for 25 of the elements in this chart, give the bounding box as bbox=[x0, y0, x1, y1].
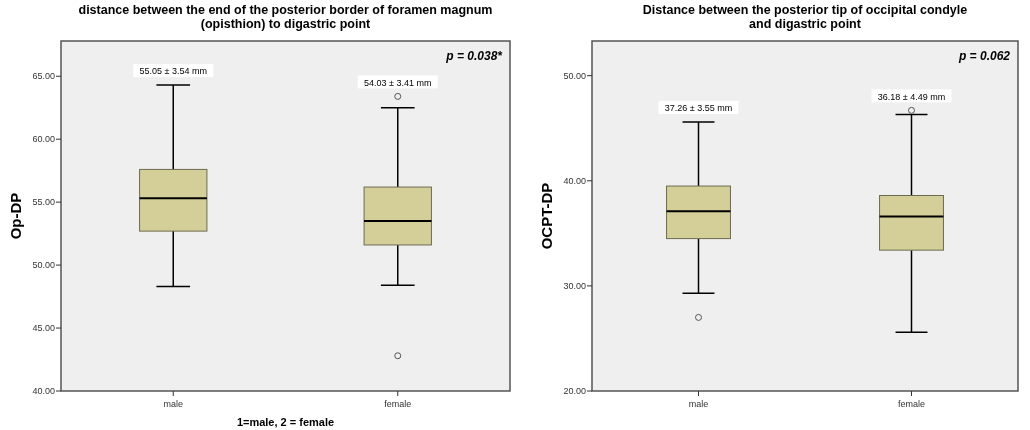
x-tick-label: female bbox=[384, 399, 412, 409]
y-tick-label: 50.00 bbox=[563, 70, 586, 81]
y-tick-label: 40.00 bbox=[563, 175, 586, 186]
chart-title: Distance between the posterior tip of occipital condyle and digastric point bbox=[642, 3, 968, 31]
annotation: 36.18 ± 4.49 mm bbox=[877, 91, 946, 102]
x-tick-label: male bbox=[688, 399, 709, 409]
x-axis-title: 1=male, 2 = female bbox=[236, 416, 335, 428]
x-tick-label: female bbox=[897, 399, 926, 409]
chart-title: distance between the end of the posterior border of foramen magnum (opisthion) to digastric point bbox=[78, 3, 493, 31]
y-axis-title: OCPT-DP bbox=[538, 182, 555, 250]
y-tick-label: 20.00 bbox=[563, 386, 586, 397]
annotation: 37.26 ± 3.55 mm bbox=[664, 103, 733, 114]
y-tick-label: 65.00 bbox=[32, 71, 55, 82]
annotation: 55.05 ± 3.54 mm bbox=[139, 66, 207, 77]
annotation: 54.03 ± 3.41 mm bbox=[364, 77, 432, 88]
y-tick-label: 40.00 bbox=[32, 386, 55, 397]
y-tick-label: 30.00 bbox=[563, 281, 586, 292]
x-tick-label: male bbox=[163, 399, 184, 409]
y-tick-label: 55.00 bbox=[32, 197, 55, 208]
y-tick-label: 60.00 bbox=[32, 134, 55, 145]
y-tick-label: 45.00 bbox=[32, 323, 55, 334]
y-tick-label: 50.00 bbox=[32, 260, 55, 271]
annotation: p = 0.038* bbox=[445, 49, 504, 63]
annotation: p = 0.062 bbox=[957, 49, 1011, 63]
y-axis-title: Op-DP bbox=[7, 192, 24, 240]
